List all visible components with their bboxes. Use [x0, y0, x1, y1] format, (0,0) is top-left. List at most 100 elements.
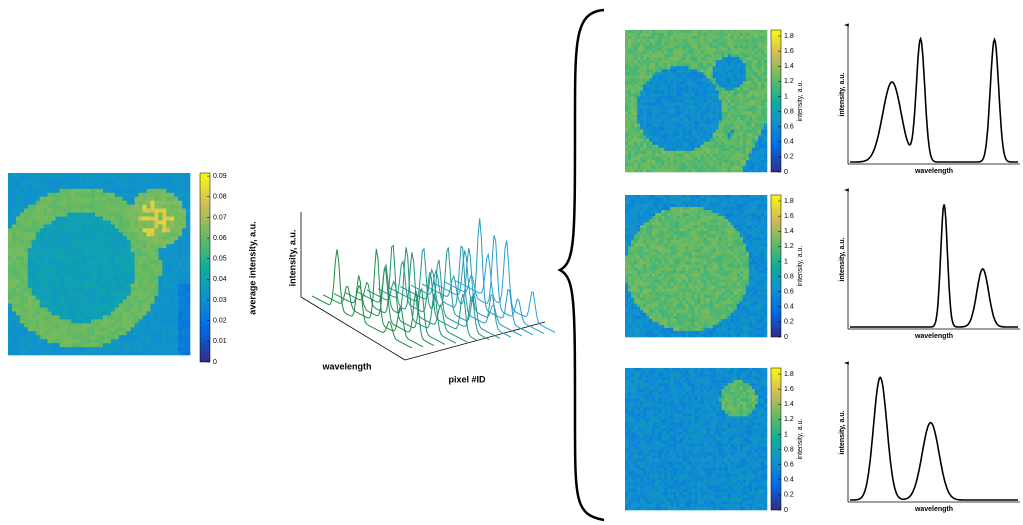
pixel	[707, 54, 710, 57]
pixel	[48, 244, 52, 248]
colorbar-tick-label: 0.01	[213, 338, 227, 345]
pixel	[625, 42, 628, 45]
pixel	[682, 45, 685, 48]
pixel	[55, 260, 59, 264]
pixel	[664, 57, 667, 60]
pixel	[710, 118, 713, 121]
pixel	[143, 323, 147, 327]
pixel	[67, 323, 71, 327]
pixel	[158, 264, 162, 268]
pixel	[755, 45, 758, 48]
pixel	[16, 292, 20, 296]
pixel	[661, 96, 664, 99]
pixel	[186, 327, 190, 331]
pixel	[649, 39, 652, 42]
pixel	[32, 284, 36, 288]
pixel	[752, 33, 755, 36]
pixel	[162, 232, 166, 236]
pixel	[59, 292, 63, 296]
pixel	[158, 272, 162, 276]
pixel	[127, 296, 131, 300]
pixel	[643, 60, 646, 63]
pixel	[655, 69, 658, 72]
pixel	[634, 93, 637, 96]
pixel	[625, 93, 628, 96]
pixel	[731, 93, 734, 96]
pixel	[682, 124, 685, 127]
pixel	[628, 169, 631, 172]
pixel	[99, 319, 103, 323]
pixel	[764, 63, 767, 66]
pixel	[758, 45, 761, 48]
pixel	[761, 154, 764, 157]
pixel	[170, 209, 174, 213]
pixel	[640, 106, 643, 109]
pixel	[737, 124, 740, 127]
pixel	[162, 181, 166, 185]
pixel	[764, 198, 767, 201]
pixel	[628, 136, 631, 139]
pixel	[170, 300, 174, 304]
pixel	[755, 157, 758, 160]
pixel	[749, 219, 752, 222]
pixel	[734, 142, 737, 145]
pixel	[170, 284, 174, 288]
pixel	[36, 244, 40, 248]
pixel	[20, 292, 24, 296]
pixel	[740, 66, 743, 69]
pixel	[150, 323, 154, 327]
pixel	[761, 103, 764, 106]
pixel	[661, 30, 664, 33]
pixel	[174, 205, 178, 209]
pixel	[643, 219, 646, 222]
pixel	[67, 272, 71, 276]
pixel	[123, 189, 127, 193]
pixel	[691, 30, 694, 33]
pixel	[162, 327, 166, 331]
pixel	[59, 284, 63, 288]
pixel	[676, 81, 679, 84]
pixel	[670, 109, 673, 112]
pixel	[664, 213, 667, 216]
pixel	[135, 260, 139, 264]
pixel	[182, 209, 186, 213]
pixel	[664, 63, 667, 66]
pixel	[135, 280, 139, 284]
pixel	[634, 106, 637, 109]
pixel	[182, 288, 186, 292]
pixel	[115, 280, 119, 284]
pixel	[95, 296, 99, 300]
pixel	[634, 198, 637, 201]
pixel	[631, 219, 634, 222]
pixel	[664, 115, 667, 118]
pixel	[162, 296, 166, 300]
pixel	[628, 195, 631, 198]
pixel	[652, 216, 655, 219]
pixel	[667, 33, 670, 36]
pixel	[713, 195, 716, 198]
pixel	[59, 177, 63, 181]
pixel	[131, 311, 135, 315]
pixel	[704, 127, 707, 130]
pixel	[135, 339, 139, 343]
pixel	[691, 127, 694, 130]
pixel	[719, 109, 722, 112]
pixel	[743, 210, 746, 213]
pixel	[154, 264, 158, 268]
pixel	[746, 222, 749, 225]
pixel	[8, 268, 12, 272]
pixel	[701, 163, 704, 166]
pixel	[701, 112, 704, 115]
colorbar-tick-label: 0.05	[213, 256, 227, 263]
pixel	[16, 193, 20, 197]
pixel	[166, 323, 170, 327]
pixel	[139, 217, 143, 221]
pixel	[36, 220, 40, 224]
pixel	[743, 198, 746, 201]
pixel	[115, 264, 119, 268]
pixel	[761, 207, 764, 210]
pixel	[48, 268, 52, 272]
pixel	[174, 189, 178, 193]
pixel	[625, 151, 628, 154]
pixel	[32, 315, 36, 319]
